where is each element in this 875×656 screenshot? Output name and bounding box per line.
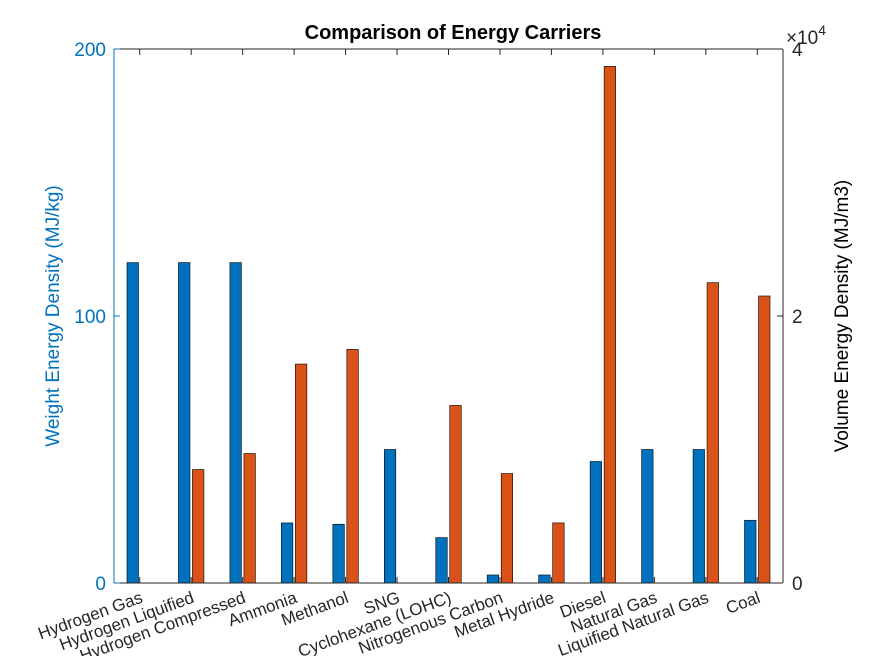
bar-weight-density [383, 449, 397, 584]
bar-weight-density [538, 574, 551, 584]
bar-weight-density [744, 519, 757, 584]
left-axis-label: Weight Energy Density (MJ/kg) [43, 185, 64, 447]
bar-volume-density [706, 282, 719, 584]
bar-layer [126, 66, 771, 584]
bar-volume-density [192, 469, 205, 584]
bar-volume-density [603, 66, 616, 584]
bar-weight-density [486, 574, 500, 584]
bar-volume-density [552, 522, 565, 584]
bar-weight-density [435, 537, 448, 584]
bar-volume-density [758, 295, 771, 584]
exponent-base: ×10 [786, 28, 818, 49]
bar-weight-density [332, 523, 345, 584]
bar-weight-density [692, 449, 705, 584]
bar-volume-density [449, 405, 462, 584]
bar-weight-density [178, 262, 191, 584]
bar-weight-density [281, 522, 294, 584]
right-tick-label: 4 [792, 40, 803, 61]
plot-area-background [114, 49, 783, 583]
tick-layer: 0 100 200 0 2 4 [74, 40, 803, 595]
right-axis-label: Volume Energy Density (MJ/m3) [832, 180, 853, 452]
bar-weight-density [589, 461, 602, 584]
x-tick-label: Coal [723, 588, 762, 618]
right-tick-label: 2 [792, 307, 803, 328]
exponent-power: 4 [818, 22, 826, 38]
left-tick-label: 0 [95, 574, 106, 595]
left-tick-label: 200 [74, 40, 106, 61]
left-tick-label: 100 [74, 307, 106, 328]
bar-weight-density [229, 262, 242, 584]
bar-volume-density [295, 363, 308, 584]
bar-volume-density [346, 349, 359, 584]
right-axis-exponent: ×104 [786, 22, 826, 49]
chart-title: Comparison of Energy Carriers [305, 22, 602, 44]
bar-volume-density [500, 473, 514, 584]
bar-weight-density [641, 449, 654, 584]
bar-weight-density [126, 262, 139, 584]
right-tick-label: 0 [792, 574, 803, 595]
bar-volume-density [243, 453, 256, 584]
